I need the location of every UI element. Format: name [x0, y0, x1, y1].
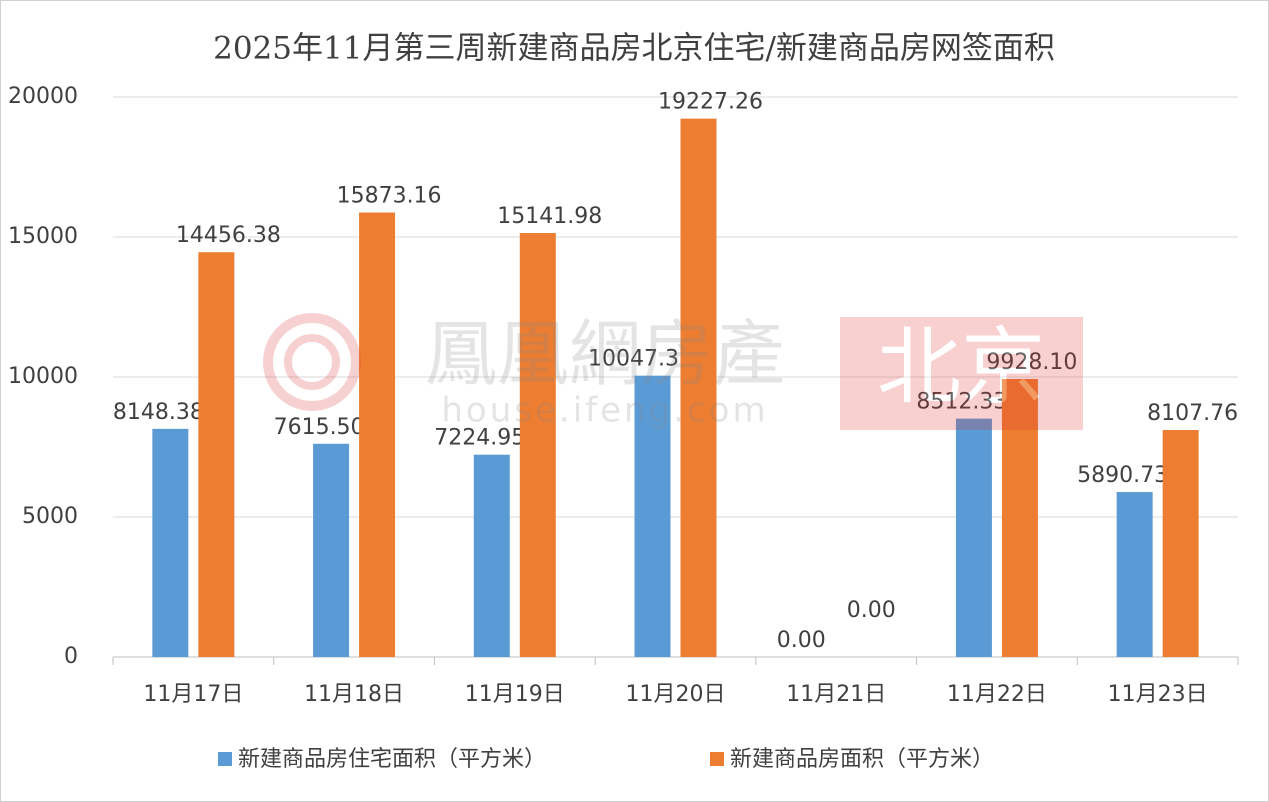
x-tick-label: 11月21日 [786, 682, 886, 707]
data-label: 8512.33 [916, 390, 1007, 415]
y-tick-label: 20000 [8, 84, 78, 109]
watermark-logo [284, 334, 340, 390]
watermark-text: 鳳凰網房產 [425, 312, 785, 396]
data-label: 0.00 [777, 628, 826, 653]
data-label: 15141.98 [497, 204, 602, 229]
data-label: 5890.73 [1077, 463, 1168, 488]
data-label: 7224.95 [434, 426, 525, 451]
bar [152, 428, 189, 657]
chart-title: 2025年11月第三周新建商品房北京住宅/新建商品房网签面积 [213, 31, 1055, 67]
bar [519, 233, 556, 657]
legend-label: 新建商品房住宅面积（平方米） [238, 747, 546, 772]
data-label: 19227.26 [658, 90, 763, 115]
bar [680, 118, 717, 657]
data-label: 8107.76 [1147, 401, 1238, 426]
legend-label: 新建商品房面积（平方米） [730, 747, 994, 772]
bar [955, 418, 992, 657]
data-label: 0.00 [847, 598, 896, 623]
bar [1116, 492, 1153, 657]
watermark-url: house.ifeng.com [441, 391, 768, 431]
data-label: 7615.50 [274, 415, 365, 440]
y-tick-label: 15000 [8, 224, 78, 249]
x-tick-label: 11月19日 [465, 682, 565, 707]
data-label: 8148.38 [113, 400, 204, 425]
bar [198, 252, 235, 657]
x-tick-label: 11月18日 [304, 682, 404, 707]
x-tick-label: 11月17日 [143, 682, 243, 707]
bar [313, 443, 350, 657]
x-tick-label: 11月22日 [947, 682, 1047, 707]
data-label: 15873.16 [337, 184, 442, 209]
watermark-region: 北京 [877, 318, 1045, 416]
bar [473, 454, 510, 657]
bar [359, 212, 396, 657]
watermark-logo [263, 313, 361, 411]
legend-swatch [218, 752, 232, 766]
watermark-box [840, 317, 1083, 430]
y-tick-label: 5000 [22, 504, 78, 529]
data-label: 10047.33 [588, 347, 693, 372]
y-tick-label: 10000 [8, 364, 78, 389]
x-tick-label: 11月20日 [626, 682, 726, 707]
watermark: 鳳凰網房產 house.ifeng.com 北京 [263, 312, 1083, 431]
data-label: 14456.38 [176, 223, 281, 248]
bar [634, 375, 671, 657]
x-tick-label: 11月23日 [1108, 682, 1208, 707]
y-tick-label: 0 [64, 644, 78, 669]
data-label: 9928.10 [986, 350, 1077, 375]
bar [1001, 379, 1038, 657]
legend-swatch [710, 752, 724, 766]
bar [1162, 429, 1199, 657]
